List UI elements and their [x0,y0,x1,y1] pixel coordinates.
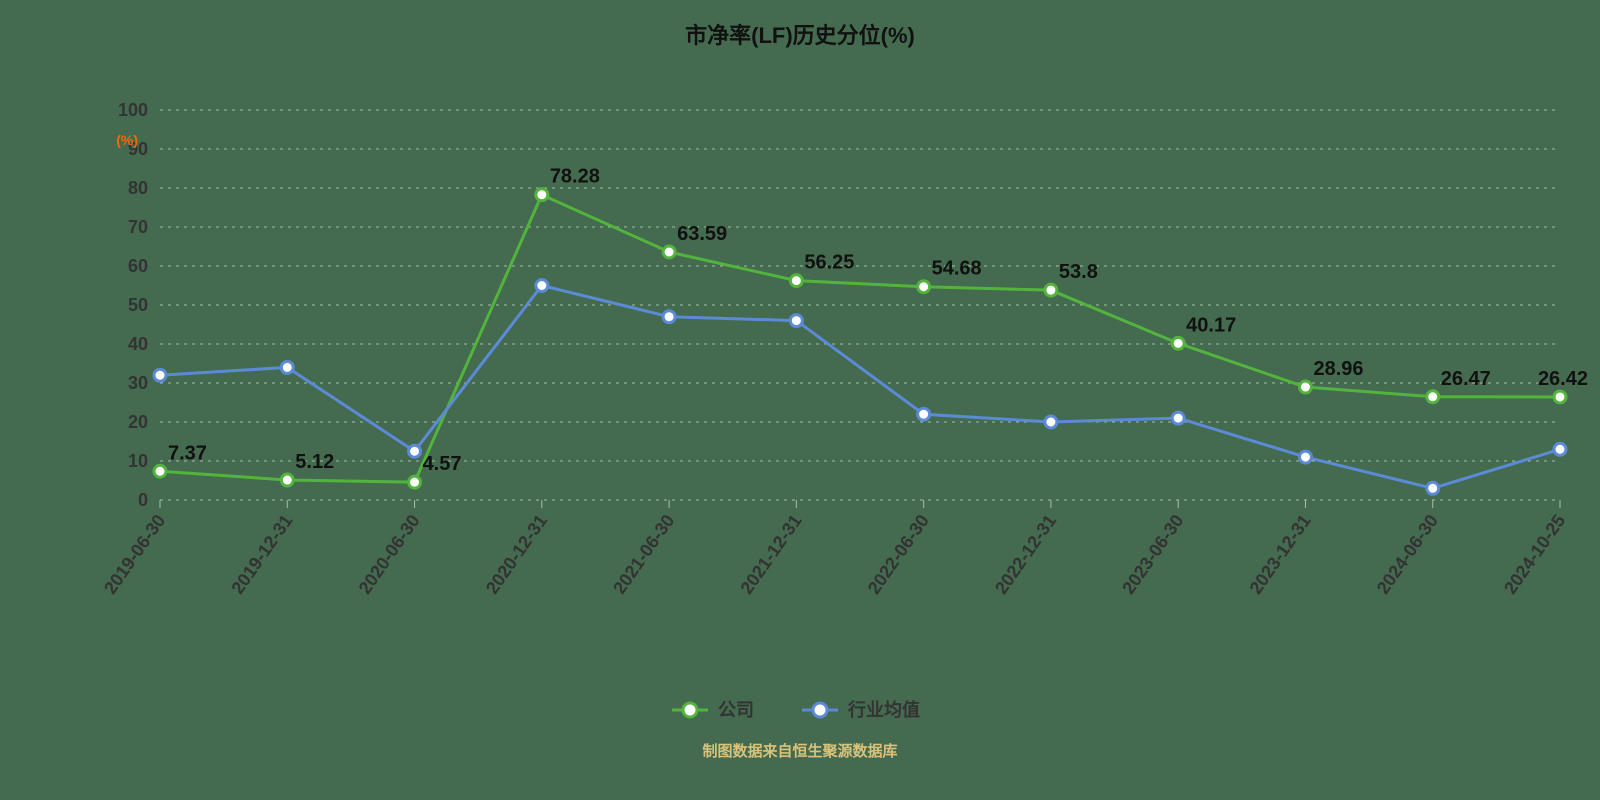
series-marker [154,369,166,381]
series-line [160,195,1560,482]
series-marker [1299,451,1311,463]
line-chart: 0102030405060708090100(%)2019-06-302019-… [0,50,1600,740]
legend-label: 行业均值 [847,699,920,720]
data-label: 78.28 [550,166,600,188]
series-marker [409,476,421,488]
y-tick-label: 50 [128,295,148,315]
data-label: 40.17 [1186,314,1236,336]
x-tick-label: 2023-12-31 [1246,511,1315,598]
series-marker [1045,284,1057,296]
x-tick-label: 2024-06-30 [1373,511,1442,598]
series-marker [1427,482,1439,494]
data-label: 28.96 [1313,358,1363,380]
data-label: 63.59 [677,223,727,245]
x-tick-label: 2020-06-30 [355,511,424,598]
legend-label: 公司 [718,700,754,720]
x-tick-label: 2023-06-30 [1118,511,1187,598]
series-marker [409,445,421,457]
series-marker [918,281,930,293]
y-tick-label: 80 [128,178,148,198]
series-marker [536,189,548,201]
x-tick-label: 2022-12-31 [991,511,1060,598]
series-marker [1554,391,1566,403]
series-marker [663,311,675,323]
series-line [160,286,1560,489]
series-marker [536,280,548,292]
series-marker [1045,416,1057,428]
series-marker [281,474,293,486]
x-tick-label: 2021-06-30 [609,511,678,598]
y-tick-label: 30 [128,373,148,393]
series-marker [1172,337,1184,349]
series-marker [790,275,802,287]
series-marker [790,315,802,327]
series-marker [281,361,293,373]
chart-title: 市净率(LF)历史分位(%) [0,0,1600,50]
data-label: 53.8 [1059,261,1098,283]
data-label: 26.42 [1538,368,1588,390]
data-label: 54.68 [932,258,982,280]
data-label: 4.57 [423,453,462,475]
data-label: 5.12 [295,451,334,473]
series-marker [1299,381,1311,393]
data-label: 56.25 [804,252,854,274]
y-tick-label: 20 [128,412,148,432]
data-label: 7.37 [168,442,207,464]
y-axis-unit: (%) [116,132,138,148]
x-tick-label: 2022-06-30 [864,511,933,598]
x-tick-label: 2024-10-25 [1500,511,1569,598]
y-tick-label: 70 [128,217,148,237]
series-marker [663,246,675,258]
y-tick-label: 40 [128,334,148,354]
series-marker [1554,443,1566,455]
legend-swatch-marker [683,703,697,717]
x-tick-label: 2019-12-31 [227,511,296,598]
x-tick-label: 2019-06-30 [100,511,169,598]
y-tick-label: 100 [118,100,148,120]
series-marker [154,465,166,477]
series-marker [1172,412,1184,424]
attribution-text: 制图数据来自恒生聚源数据库 [0,740,1600,761]
legend-swatch-marker [813,703,827,717]
x-tick-label: 2021-12-31 [736,511,805,598]
y-tick-label: 0 [138,490,148,510]
data-label: 26.47 [1441,368,1491,390]
series-marker [918,408,930,420]
y-tick-label: 10 [128,451,148,471]
x-tick-label: 2020-12-31 [482,511,551,598]
series-marker [1427,391,1439,403]
y-tick-label: 60 [128,256,148,276]
